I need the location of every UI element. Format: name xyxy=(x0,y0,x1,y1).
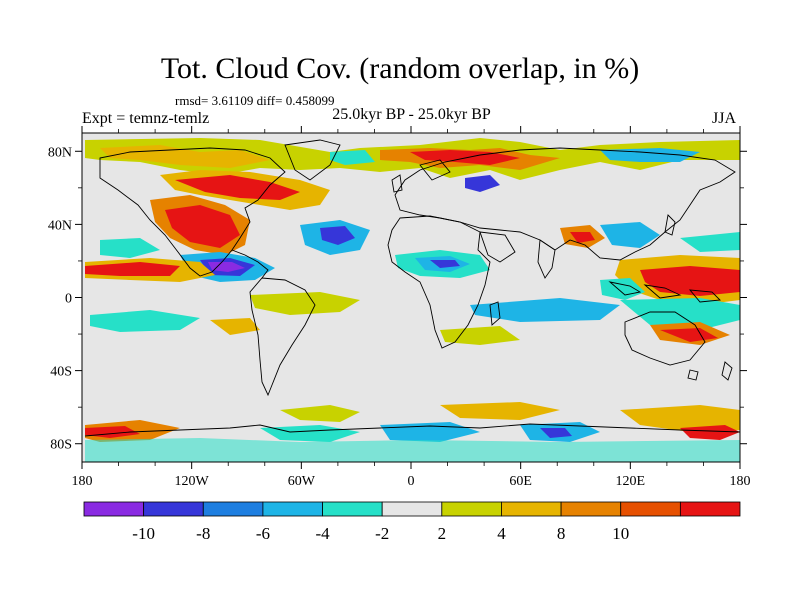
colorbar-swatch xyxy=(381,501,443,517)
colorbar-label: 10 xyxy=(612,524,629,543)
colorbar-swatch xyxy=(322,501,383,517)
colorbar-swatch xyxy=(262,501,323,517)
x-tick-label: 180 xyxy=(730,474,751,489)
colorbar-label: 4 xyxy=(497,524,506,543)
colorbar: -10 -8 -6 -4 -2 2 4 8 10 xyxy=(83,501,741,543)
y-tick-label: 0 xyxy=(65,292,72,307)
coastlines xyxy=(84,139,740,437)
y-tick-label: 80S xyxy=(50,438,72,453)
x-tick-label: 60W xyxy=(288,474,316,489)
colorbar-swatch xyxy=(560,501,622,517)
x-tick-label: 180 xyxy=(72,474,93,489)
colorbar-swatch xyxy=(83,501,145,517)
colorbar-label: -10 xyxy=(132,524,155,543)
x-tick-label: 120E xyxy=(616,474,646,489)
colorbar-label: -8 xyxy=(196,524,210,543)
y-tick-label: 40S xyxy=(50,365,72,380)
x-tick-label: 60E xyxy=(509,474,532,489)
colorbar-label: -6 xyxy=(256,524,270,543)
colorbar-swatch xyxy=(143,501,204,517)
experiment-label: Expt = temnz-temlz xyxy=(82,110,210,127)
map-title: Tot. Cloud Cov. (random overlap, in %) xyxy=(160,52,640,85)
colorbar-swatch xyxy=(202,501,264,517)
x-tick-label: 120W xyxy=(175,474,210,489)
y-tick-label: 40N xyxy=(48,218,72,233)
map-plot-area xyxy=(81,132,741,463)
colorbar-swatch xyxy=(620,501,681,517)
colorbar-swatch xyxy=(679,501,741,517)
season-label: JJA xyxy=(712,110,737,127)
colorbar-label: -2 xyxy=(375,524,389,543)
colorbar-label: 2 xyxy=(438,524,447,543)
colorbar-label: -4 xyxy=(315,524,330,543)
y-tick-label: 80N xyxy=(48,145,72,160)
x-axis: 180 120W 60W 0 60E 120E 180 xyxy=(72,126,751,489)
colorbar-swatch xyxy=(441,501,502,517)
period-label: 25.0kyr BP - 25.0kyr BP xyxy=(332,106,491,123)
x-tick-label: 0 xyxy=(408,474,415,489)
colorbar-label: 8 xyxy=(557,524,566,543)
stats-label: rmsd= 3.61109 diff= 0.458099 xyxy=(175,93,335,108)
colorbar-swatch xyxy=(501,501,562,517)
y-axis: 80N 40N 0 40S 80S xyxy=(48,145,747,453)
